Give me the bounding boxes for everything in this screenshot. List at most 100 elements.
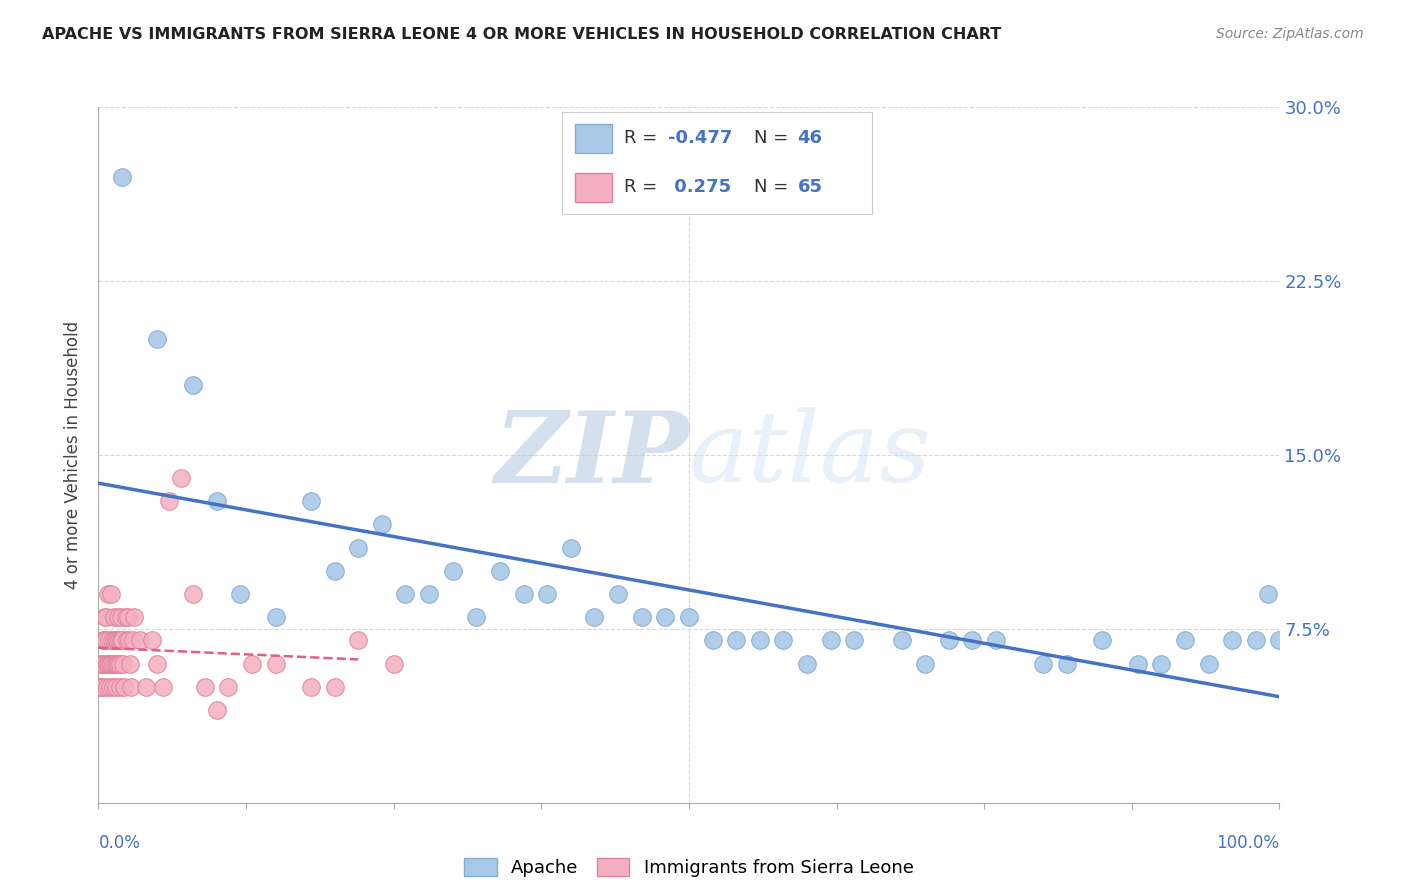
Point <box>678 610 700 624</box>
Point <box>465 610 488 624</box>
Point <box>103 610 125 624</box>
Point <box>418 587 440 601</box>
Point <box>702 633 724 648</box>
Point <box>181 378 204 392</box>
Point <box>489 564 512 578</box>
Point <box>890 633 912 648</box>
Text: N =: N = <box>754 178 794 196</box>
Point <box>748 633 770 648</box>
Point <box>217 680 239 694</box>
Point <box>560 541 582 555</box>
Y-axis label: 4 or more Vehicles in Household: 4 or more Vehicles in Household <box>65 321 83 589</box>
Text: 0.275: 0.275 <box>668 178 731 196</box>
Text: 100.0%: 100.0% <box>1216 834 1279 852</box>
Point <box>607 587 630 601</box>
Point <box>1174 633 1197 648</box>
Point <box>97 657 120 671</box>
Point <box>536 587 558 601</box>
Point <box>94 610 117 624</box>
Point <box>96 657 118 671</box>
Point <box>111 633 134 648</box>
Point <box>121 633 143 648</box>
Point <box>1244 633 1267 648</box>
Point <box>114 610 136 624</box>
Point <box>105 657 128 671</box>
Text: N =: N = <box>754 128 794 146</box>
Point <box>264 657 287 671</box>
Text: APACHE VS IMMIGRANTS FROM SIERRA LEONE 4 OR MORE VEHICLES IN HOUSEHOLD CORRELATI: APACHE VS IMMIGRANTS FROM SIERRA LEONE 4… <box>42 27 1001 42</box>
Text: 0.0%: 0.0% <box>98 834 141 852</box>
Point <box>299 680 322 694</box>
Point <box>962 633 984 648</box>
Point <box>205 703 228 717</box>
Point <box>91 633 114 648</box>
Point <box>101 633 124 648</box>
Point <box>98 680 121 694</box>
Point <box>1126 657 1149 671</box>
Point <box>820 633 842 648</box>
Point <box>107 657 129 671</box>
Point <box>90 657 112 671</box>
Point <box>120 657 142 671</box>
Point <box>299 494 322 508</box>
Point <box>1268 633 1291 648</box>
FancyBboxPatch shape <box>575 173 612 202</box>
Point <box>512 587 534 601</box>
Point <box>1091 633 1114 648</box>
Point <box>91 657 114 671</box>
Text: R =: R = <box>624 178 664 196</box>
Point <box>115 633 138 648</box>
Point <box>90 680 112 694</box>
Point <box>118 633 141 648</box>
Legend: Apache, Immigrants from Sierra Leone: Apache, Immigrants from Sierra Leone <box>457 850 921 884</box>
Point <box>725 633 748 648</box>
Point <box>100 657 122 671</box>
Point <box>112 657 135 671</box>
FancyBboxPatch shape <box>575 124 612 153</box>
Point <box>112 680 135 694</box>
Point <box>205 494 228 508</box>
Point <box>122 610 145 624</box>
Point <box>323 680 346 694</box>
Point <box>146 657 169 671</box>
Point <box>94 610 117 624</box>
Point <box>441 564 464 578</box>
Text: Source: ZipAtlas.com: Source: ZipAtlas.com <box>1216 27 1364 41</box>
Point <box>347 633 370 648</box>
Point <box>394 587 416 601</box>
Point <box>1032 657 1054 671</box>
Point <box>141 633 163 648</box>
Point <box>323 564 346 578</box>
Point <box>104 633 127 648</box>
Point <box>93 633 115 648</box>
Point <box>229 587 252 601</box>
Point <box>1257 587 1279 601</box>
Point <box>914 657 936 671</box>
Point <box>654 610 676 624</box>
Point <box>104 657 127 671</box>
Point <box>1198 657 1220 671</box>
Text: atlas: atlas <box>689 408 932 502</box>
Point <box>101 680 124 694</box>
Point <box>264 610 287 624</box>
Point <box>938 633 960 648</box>
Point <box>347 541 370 555</box>
Point <box>108 633 131 648</box>
Point <box>100 587 122 601</box>
Text: ZIP: ZIP <box>494 407 689 503</box>
Point <box>382 657 405 671</box>
Point <box>844 633 866 648</box>
Point <box>94 633 117 648</box>
Point <box>146 332 169 346</box>
Point <box>107 610 129 624</box>
Point <box>98 633 121 648</box>
Point <box>240 657 263 671</box>
Point <box>371 517 394 532</box>
Point <box>111 169 134 184</box>
Point <box>1220 633 1243 648</box>
Point <box>89 680 111 694</box>
Point <box>170 471 193 485</box>
Point <box>105 680 128 694</box>
Point <box>772 633 794 648</box>
Text: -0.477: -0.477 <box>668 128 733 146</box>
